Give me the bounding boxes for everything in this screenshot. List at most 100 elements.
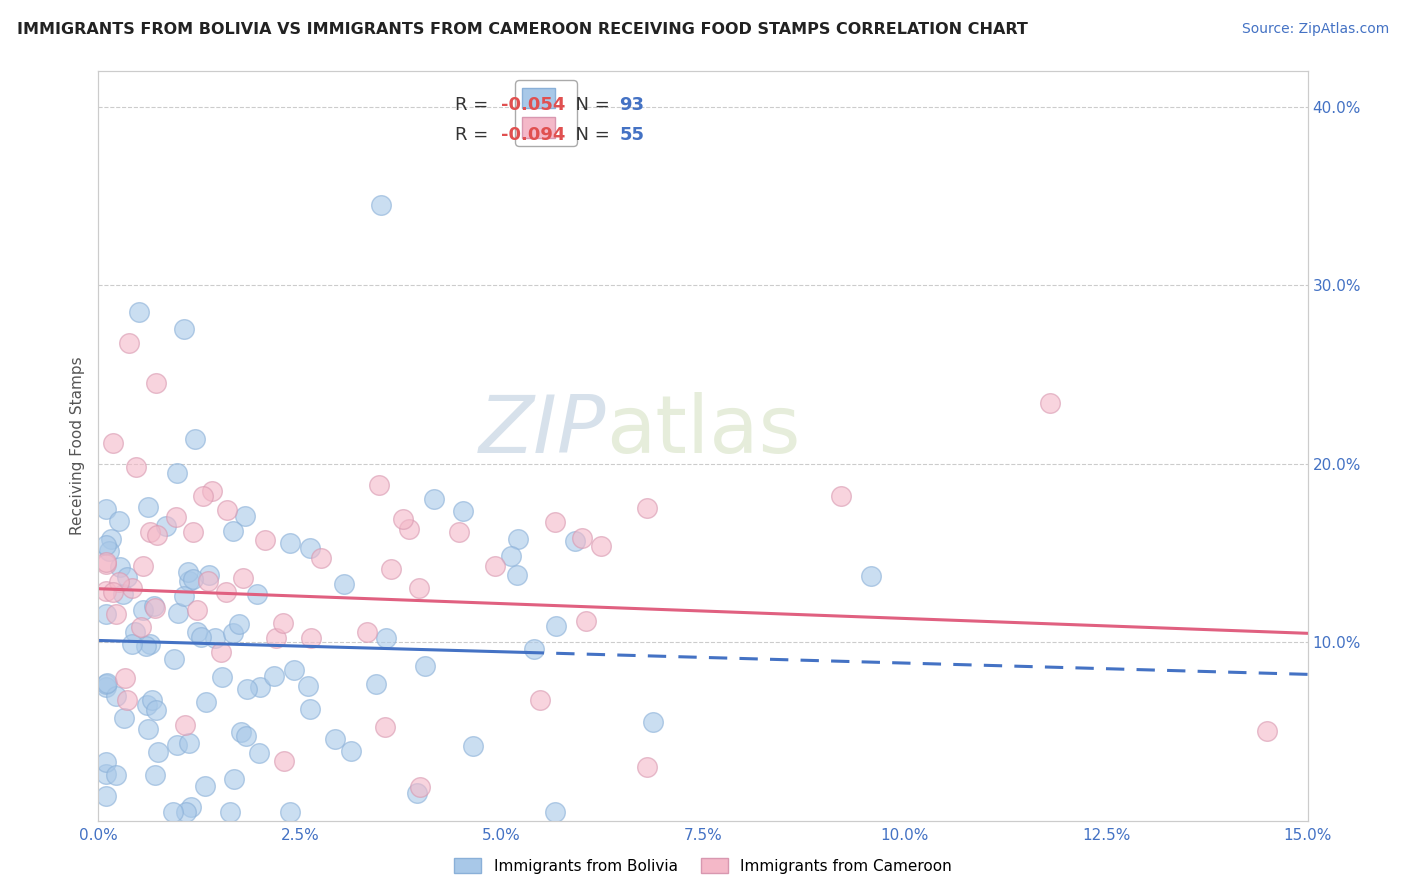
Point: [163, 652, 186, 666]
Point: [179, 736, 201, 750]
Point: [96, 676, 118, 690]
Text: -0.054: -0.054: [501, 96, 565, 114]
Point: [103, 436, 125, 450]
Point: [508, 532, 530, 546]
Point: [204, 632, 226, 646]
Point: [249, 680, 271, 694]
Point: [98, 544, 121, 558]
Point: [96, 502, 118, 516]
Point: [228, 617, 250, 632]
Point: [132, 603, 155, 617]
Legend: Immigrants from Bolivia, Immigrants from Cameroon: Immigrants from Bolivia, Immigrants from…: [449, 852, 957, 880]
Point: [146, 745, 169, 759]
Text: atlas: atlas: [606, 392, 800, 470]
Point: [263, 669, 285, 683]
Point: [1256, 724, 1278, 739]
Point: [105, 690, 128, 704]
Point: [118, 336, 141, 351]
Point: [636, 501, 658, 516]
Point: [221, 524, 243, 539]
Point: [273, 616, 295, 631]
Point: [145, 703, 167, 717]
Point: [222, 772, 245, 786]
Point: [589, 540, 612, 554]
Text: ZIP: ZIP: [479, 392, 606, 470]
Point: [198, 568, 221, 582]
Y-axis label: Receiving Food Stamps: Receiving Food Stamps: [70, 357, 86, 535]
Point: [100, 533, 122, 547]
Text: N =: N =: [564, 126, 616, 144]
Point: [211, 670, 233, 684]
Point: [167, 606, 190, 620]
Point: [166, 467, 188, 481]
Point: [112, 711, 135, 725]
Point: [340, 744, 363, 758]
Point: [413, 659, 436, 673]
Point: [499, 549, 522, 563]
Point: [323, 732, 346, 747]
Point: [529, 693, 551, 707]
Point: [218, 805, 240, 819]
Point: [104, 607, 127, 621]
Point: [129, 620, 152, 634]
Point: [461, 739, 484, 754]
Point: [575, 614, 598, 628]
Text: R =: R =: [456, 96, 494, 114]
Point: [571, 531, 593, 545]
Point: [215, 584, 238, 599]
Point: [197, 574, 219, 588]
Point: [96, 555, 118, 569]
Point: [451, 504, 474, 518]
Point: [636, 760, 658, 774]
Point: [121, 581, 143, 595]
Point: [253, 533, 276, 548]
Point: [506, 568, 529, 582]
Point: [165, 510, 187, 524]
Point: [194, 695, 217, 709]
Point: [278, 805, 301, 819]
Point: [96, 675, 118, 690]
Point: [139, 637, 162, 651]
Point: [114, 672, 136, 686]
Point: [184, 433, 207, 447]
Point: [374, 720, 396, 734]
Point: [117, 693, 139, 707]
Point: [484, 559, 506, 574]
Text: R =: R =: [456, 126, 494, 144]
Point: [135, 698, 157, 712]
Point: [96, 789, 118, 803]
Point: [1039, 396, 1062, 410]
Point: [194, 780, 217, 794]
Point: [860, 568, 883, 582]
Point: [523, 642, 546, 657]
Text: -0.094: -0.094: [501, 126, 565, 144]
Point: [215, 503, 238, 517]
Point: [247, 746, 270, 760]
Point: [143, 768, 166, 782]
Point: [405, 786, 427, 800]
Point: [162, 805, 184, 819]
Point: [146, 528, 169, 542]
Point: [297, 679, 319, 693]
Point: [190, 630, 212, 644]
Text: 55: 55: [620, 126, 644, 144]
Point: [124, 625, 146, 640]
Point: [222, 626, 245, 640]
Point: [145, 376, 167, 390]
Point: [375, 632, 398, 646]
Text: N =: N =: [564, 96, 616, 114]
Point: [155, 519, 177, 533]
Point: [125, 460, 148, 475]
Point: [96, 557, 118, 571]
Point: [449, 524, 471, 539]
Point: [121, 637, 143, 651]
Point: [143, 600, 166, 615]
Point: [564, 533, 586, 548]
Point: [299, 702, 322, 716]
Point: [177, 565, 200, 579]
Point: [209, 645, 232, 659]
Point: [101, 584, 124, 599]
Point: [183, 525, 205, 540]
Point: [408, 581, 430, 595]
Point: [173, 322, 195, 336]
